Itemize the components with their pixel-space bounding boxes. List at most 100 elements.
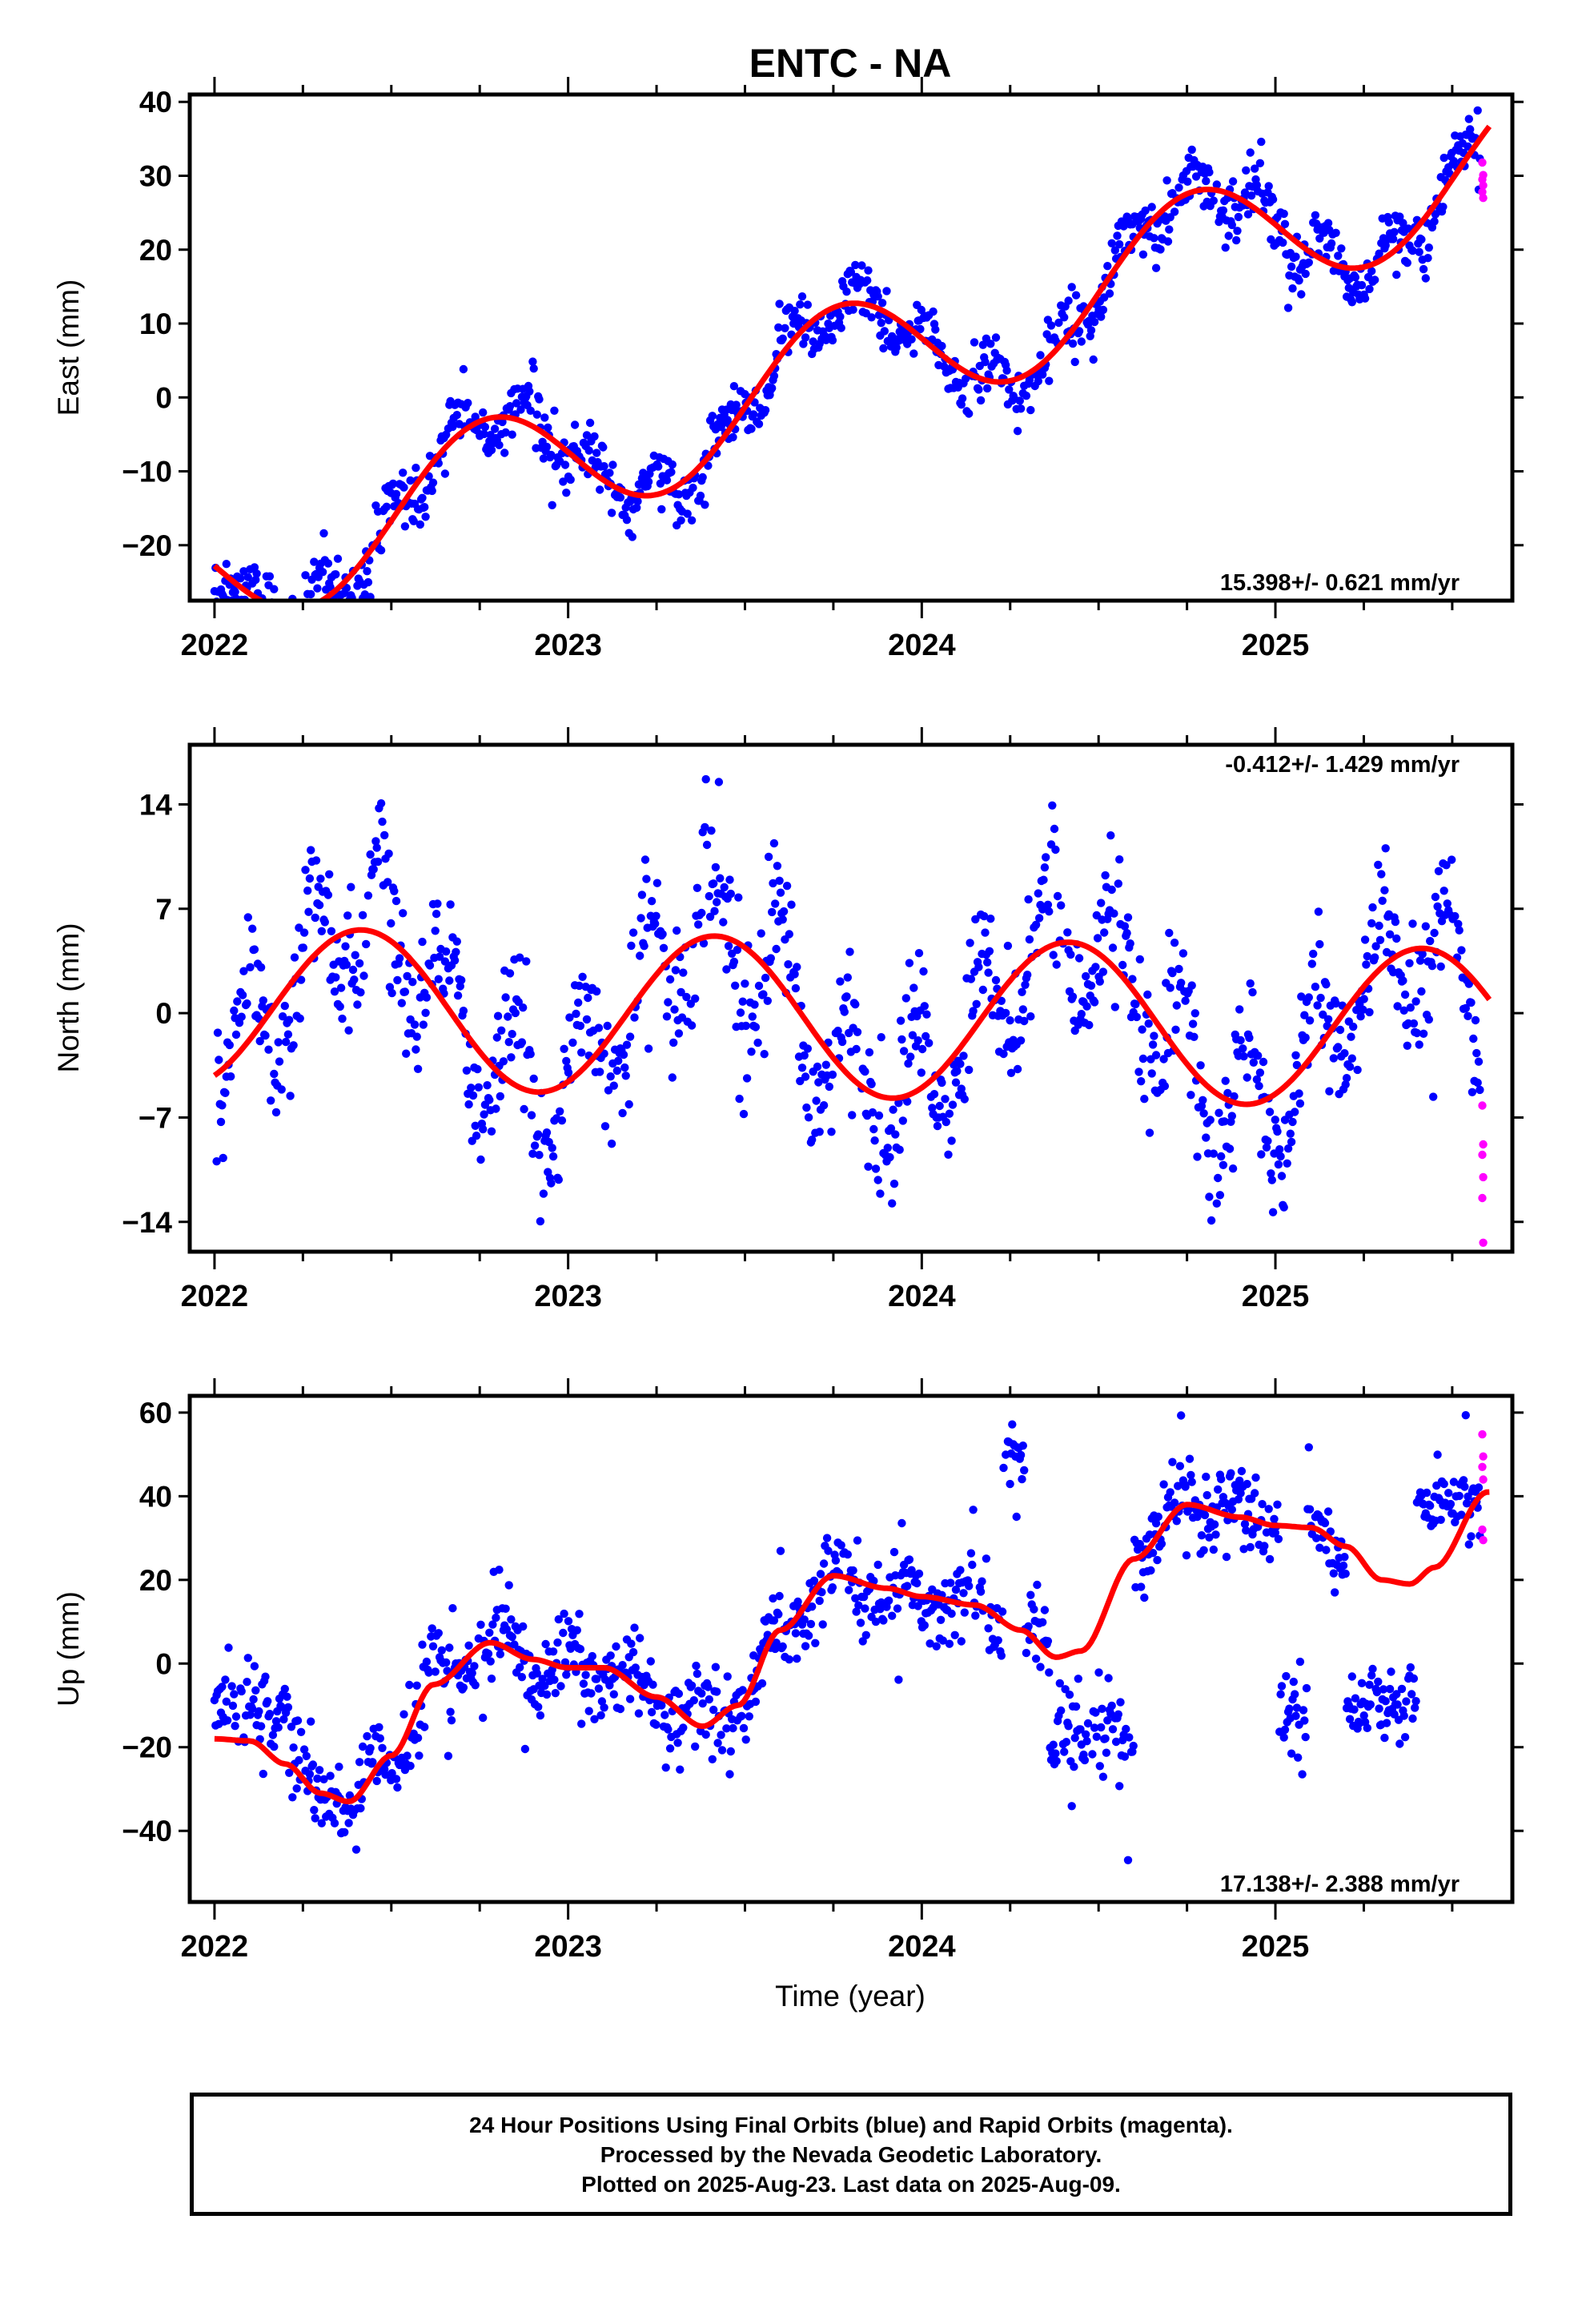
- north-final-point: [687, 1021, 697, 1030]
- north-final-point: [1220, 1117, 1229, 1126]
- east-final-point: [863, 276, 872, 285]
- up-final-point: [1116, 1698, 1125, 1707]
- east-final-point: [1415, 247, 1423, 256]
- east-final-point: [842, 287, 851, 296]
- up-final-point: [305, 1770, 315, 1779]
- east-final-point: [1174, 183, 1183, 192]
- up-final-point: [268, 1731, 278, 1739]
- north-data-group: [212, 774, 1492, 1248]
- north-final-point: [1314, 907, 1323, 916]
- north-final-point: [1097, 899, 1106, 907]
- north-final-point: [1439, 887, 1448, 895]
- north-final-point: [1190, 1032, 1199, 1042]
- east-final-point: [318, 568, 327, 577]
- up-rapid-point: [1479, 1536, 1488, 1545]
- up-final-point: [1097, 1723, 1106, 1732]
- east-panel-frame: [187, 92, 1515, 603]
- up-final-point: [956, 1566, 965, 1574]
- north-rapid-point: [1479, 1172, 1488, 1182]
- up-final-point: [806, 1619, 816, 1629]
- north-final-point: [356, 988, 365, 997]
- up-final-point: [946, 1578, 955, 1587]
- north-final-point: [225, 1040, 234, 1050]
- north-final-point: [951, 1078, 961, 1087]
- east-final-point: [1403, 259, 1412, 267]
- east-final-point: [376, 546, 386, 555]
- north-final-point: [1228, 1164, 1238, 1173]
- north-final-point: [1243, 1073, 1251, 1082]
- up-final-point: [709, 1705, 718, 1715]
- up-final-point: [1367, 1671, 1376, 1680]
- up-final-point: [689, 1696, 698, 1705]
- north-final-point: [1166, 983, 1174, 992]
- north-final-point: [442, 947, 451, 956]
- up-final-point: [248, 1704, 257, 1713]
- up-final-point: [1242, 1526, 1251, 1535]
- east-final-point: [400, 483, 408, 492]
- east-final-point: [1070, 357, 1079, 367]
- north-final-point: [776, 888, 785, 897]
- north-final-point: [535, 1151, 544, 1160]
- up-final-point: [739, 1723, 749, 1733]
- up-final-point: [1455, 1491, 1464, 1501]
- north-final-point: [216, 1117, 226, 1127]
- north-final-point: [450, 956, 460, 965]
- up-final-point: [596, 1711, 605, 1720]
- up-final-point: [1151, 1519, 1161, 1528]
- up-final-point: [587, 1689, 596, 1698]
- north-final-point: [845, 947, 854, 956]
- up-final-point: [375, 1734, 384, 1743]
- east-final-point: [252, 569, 261, 578]
- north-final-point: [1433, 902, 1442, 911]
- up-final-point: [1102, 1748, 1111, 1757]
- north-final-point: [1115, 855, 1124, 864]
- north-final-point: [380, 830, 389, 840]
- up-final-point: [1393, 1700, 1402, 1709]
- up-final-point: [289, 1743, 298, 1752]
- north-final-point: [1275, 1145, 1284, 1154]
- east-final-point: [929, 307, 938, 316]
- north-final-point: [504, 1012, 512, 1021]
- north-final-point: [338, 1014, 347, 1023]
- north-final-point: [1042, 853, 1050, 862]
- east-final-point: [1297, 290, 1306, 299]
- up-final-point: [1322, 1546, 1331, 1554]
- east-final-point: [1279, 209, 1288, 219]
- footer-line-3: Plotted on 2025-Aug-23. Last data on 202…: [581, 2171, 1121, 2197]
- up-final-point: [1103, 1716, 1112, 1725]
- north-final-point: [679, 968, 688, 977]
- north-final-point: [1405, 959, 1414, 968]
- north-final-point: [1212, 1199, 1222, 1208]
- east-final-point: [698, 472, 707, 482]
- north-final-point: [283, 1030, 293, 1039]
- up-final-point: [471, 1681, 480, 1690]
- up-final-point: [861, 1630, 871, 1640]
- north-final-point: [1118, 960, 1127, 970]
- east-final-point: [1038, 370, 1047, 379]
- north-final-point: [237, 1012, 246, 1021]
- up-final-point: [313, 1774, 322, 1783]
- north-final-point: [865, 1047, 874, 1057]
- up-final-point: [1012, 1512, 1021, 1522]
- north-final-point: [231, 1030, 241, 1039]
- east-final-point: [584, 446, 593, 455]
- north-final-point: [471, 1121, 480, 1131]
- up-final-point: [1408, 1714, 1417, 1723]
- east-final-point: [542, 442, 552, 452]
- east-final-point: [1005, 385, 1014, 394]
- north-final-point: [1255, 1068, 1265, 1077]
- north-final-point: [1108, 943, 1118, 952]
- up-final-point: [1323, 1507, 1333, 1516]
- north-final-point: [769, 838, 779, 848]
- north-final-point: [497, 1026, 506, 1035]
- north-final-point: [701, 822, 709, 832]
- north-final-point: [1335, 1025, 1345, 1035]
- north-final-point: [325, 870, 334, 879]
- north-final-point: [790, 970, 799, 979]
- up-final-point: [1276, 1690, 1285, 1699]
- north-final-point: [1024, 895, 1033, 904]
- east-final-point: [1283, 304, 1293, 312]
- north-final-point: [673, 926, 681, 935]
- up-final-point: [1217, 1474, 1226, 1484]
- north-final-point: [1013, 1064, 1022, 1074]
